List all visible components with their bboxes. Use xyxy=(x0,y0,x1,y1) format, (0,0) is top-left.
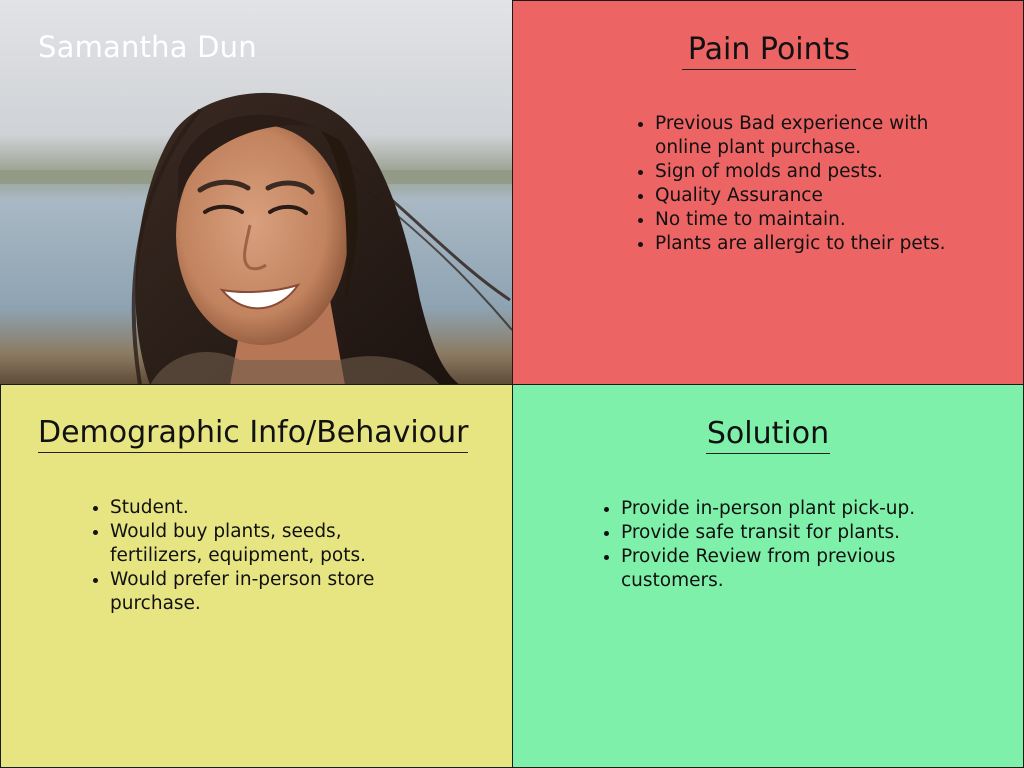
pain-points-list: Previous Bad experience with online plan… xyxy=(635,112,985,256)
solution-panel: Solution Provide in-person plant pick-up… xyxy=(512,384,1024,768)
list-item: Sign of molds and pests. xyxy=(655,160,985,184)
pain-points-panel: Pain Points Previous Bad experience with… xyxy=(512,0,1024,385)
solution-heading: Solution xyxy=(706,417,830,454)
list-item: Would buy plants, seeds, fertilizers, eq… xyxy=(110,520,420,568)
list-item: Quality Assurance xyxy=(655,184,985,208)
list-item: Provide Review from previous customers. xyxy=(621,545,961,593)
pain-points-heading: Pain Points xyxy=(682,33,856,70)
demographics-list: Student. Would buy plants, seeds, fertil… xyxy=(90,496,420,616)
demographics-heading: Demographic Info/Behaviour xyxy=(38,416,469,453)
demographics-panel: Student. Would buy plants, seeds, fertil… xyxy=(0,384,513,768)
persona-name: Samantha Dun xyxy=(38,30,257,64)
list-item: Would prefer in-person store purchase. xyxy=(110,568,420,616)
persona-photo xyxy=(0,0,513,385)
list-item: Previous Bad experience with online plan… xyxy=(655,112,985,160)
persona-photo-panel: Samantha Dun xyxy=(0,0,513,385)
list-item: Provide safe transit for plants. xyxy=(621,521,961,545)
list-item: No time to maintain. xyxy=(655,208,985,232)
solution-list: Provide in-person plant pick-up. Provide… xyxy=(601,497,961,593)
list-item: Student. xyxy=(110,496,420,520)
list-item: Plants are allergic to their pets. xyxy=(655,232,985,256)
list-item: Provide in-person plant pick-up. xyxy=(621,497,961,521)
